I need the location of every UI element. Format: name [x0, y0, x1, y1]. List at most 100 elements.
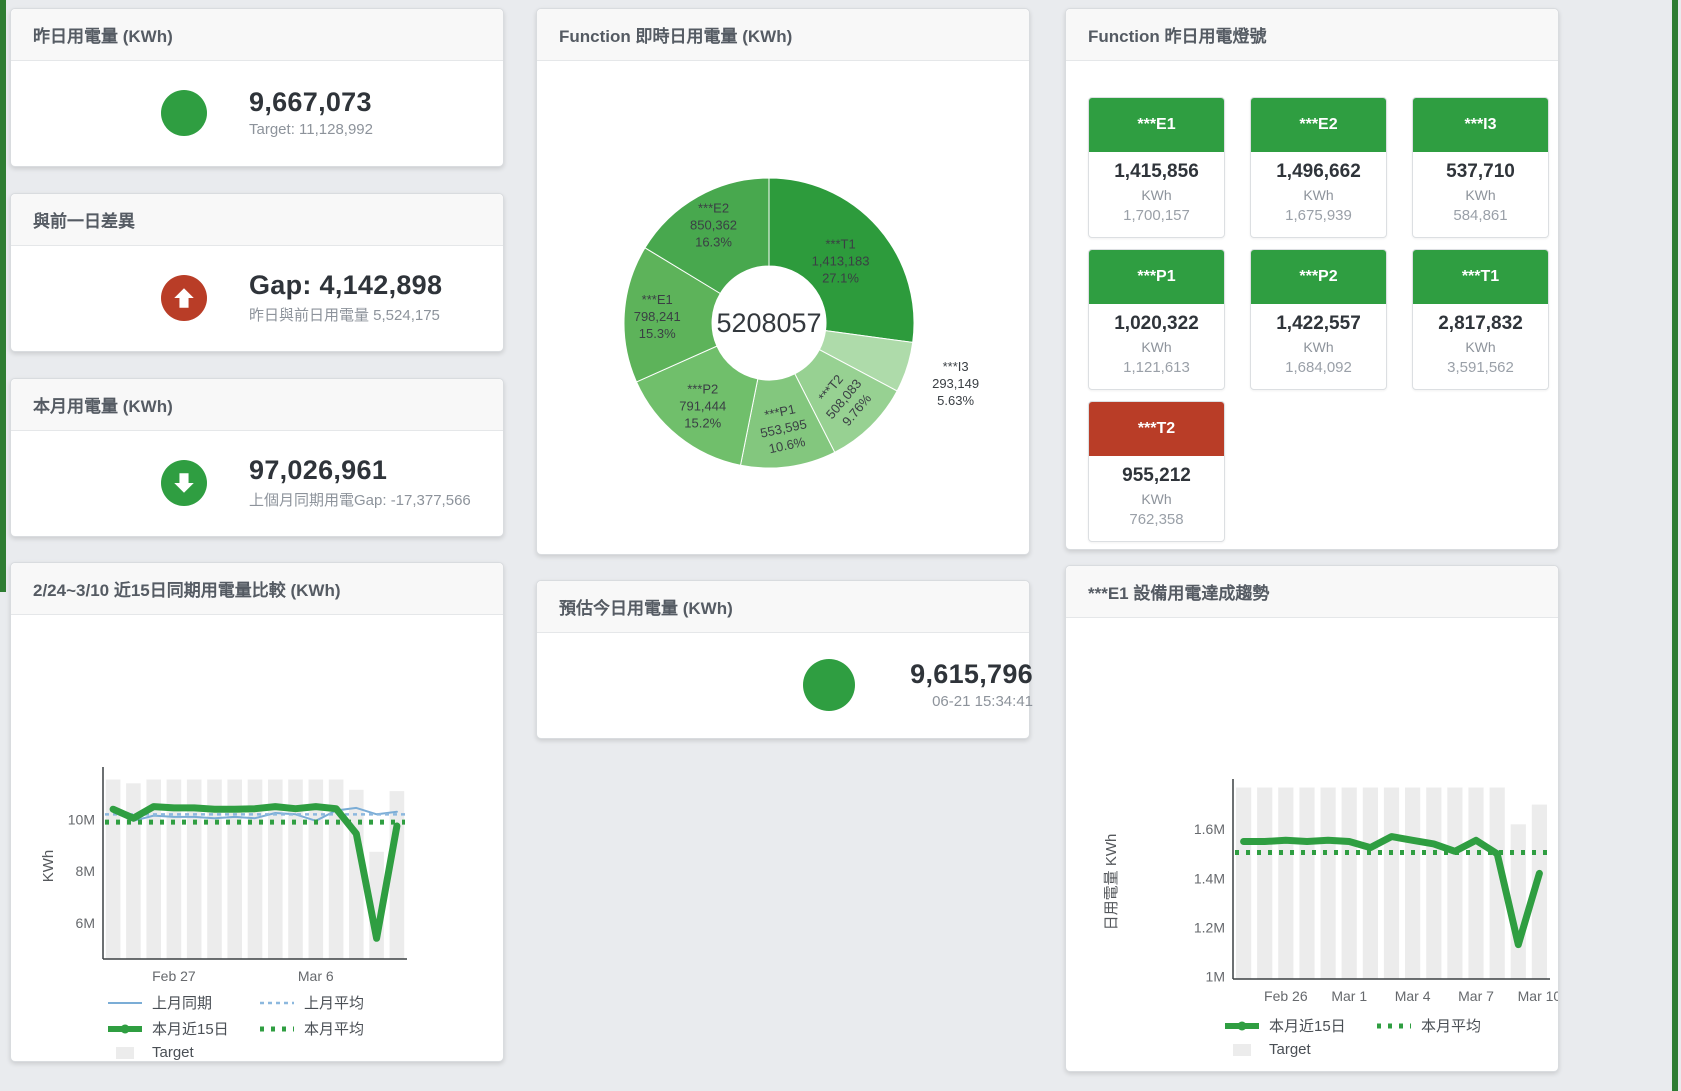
card-month-usage-header: 本月用電量 (KWh) — [11, 379, 503, 431]
yesterday-usage-value: 9,667,073 — [249, 87, 372, 117]
status-tile-label: ***T2 — [1089, 402, 1224, 456]
card-realtime-donut-header: Function 即時日用電量 (KWh) — [537, 9, 1029, 61]
series-line-green-thick — [109, 803, 401, 942]
card-realtime-donut: Function 即時日用電量 (KWh) ***T1 1,413,183 27.1… — [536, 8, 1030, 555]
y-axis-label: KWh — [40, 850, 57, 883]
legend-blue-line-icon — [108, 1001, 142, 1004]
donut-slice-E2[interactable] — [644, 177, 770, 295]
compare-legend-gray-bar[interactable]: Target — [107, 1044, 259, 1061]
status-tile-T1: ***T1 2,817,832 KWh 3,591,562 — [1412, 249, 1549, 390]
e1-trend-legend-green-dot[interactable]: 本月平均 — [1376, 1015, 1528, 1036]
y-tick-label: 10M — [68, 812, 95, 828]
status-tile-value: 955,212 — [1122, 465, 1191, 486]
left-edge-strip — [0, 0, 6, 592]
y-tick-label: 1M — [1206, 969, 1225, 985]
day-gap-subtitle: 昨日與前日用電量 5,524,175 — [249, 307, 440, 324]
status-tile-value: 537,710 — [1446, 161, 1515, 182]
y-tick-label: 8M — [76, 863, 95, 879]
status-tile-unit: KWh — [1465, 339, 1496, 355]
target-bar — [1341, 787, 1357, 979]
card-yesterday-usage: 昨日用電量 (KWh) 9,667,073 Target: 11,128,992 — [10, 8, 504, 167]
card-status-lights-header: Function 昨日用電燈號 — [1066, 9, 1558, 61]
compare-legend-blue-dash[interactable]: 上月平均 — [259, 992, 411, 1013]
status-tile-value: 1,422,557 — [1276, 313, 1361, 334]
e1-trend-body: 1M 1.2M 1.4M 1.6M 日用電量 KWh Feb 26 Mar 1 Mar 4 Ma… — [1066, 618, 1561, 1058]
status-tile-unit: KWh — [1303, 339, 1334, 355]
y-tick-label: 1.6M — [1194, 821, 1225, 837]
realtime-usage-donut-chart: ***T1 1,413,183 27.1%***I3 293,149 5.63%***T… — [623, 177, 979, 469]
status-tile-value: 1,415,856 — [1114, 161, 1199, 182]
arrow-down-icon — [161, 459, 207, 506]
legend-blue-dash-icon — [260, 1001, 294, 1004]
e1-trend-legend-gray-bar[interactable]: Target — [1224, 1041, 1376, 1058]
status-tile-P1: ***P1 1,020,322 KWh 1,121,613 — [1088, 249, 1225, 390]
legend-label: 上月同期 — [152, 995, 213, 1012]
target-bar — [1320, 787, 1336, 979]
legend-label: 上月平均 — [304, 995, 365, 1012]
target-bar — [1510, 824, 1526, 979]
legend-green-dot-icon — [1377, 1023, 1411, 1028]
legend-label: Target — [152, 1044, 194, 1061]
target-bar — [166, 779, 182, 959]
target-bar — [1531, 804, 1547, 979]
donut-slice-T1[interactable] — [768, 177, 915, 343]
target-bar — [1426, 787, 1442, 979]
card-estimate-today-body: 9,615,796 06-21 15:34:41 — [537, 633, 1033, 736]
y-axis-label: 日用電量 KWh — [1103, 834, 1120, 931]
card-15day-compare-header: 2/24~3/10 近15日同期用電量比較 (KWh) — [11, 563, 503, 615]
compare-legend-green-dot[interactable]: 本月平均 — [259, 1018, 411, 1039]
card-estimate-today-title: 預估今日用電量 (KWh) — [559, 599, 733, 618]
legend-green-thick-icon — [1225, 1021, 1259, 1030]
status-tile-secondary: 762,358 — [1129, 511, 1184, 528]
month-usage-value: 97,026,961 — [249, 455, 388, 485]
card-e1-trend-chart: ***E1 設備用電達成趨勢 1M 1.2M 1.4M 1.6M 日用電量 KWh Feb… — [1065, 565, 1561, 1072]
y-tick-label: 1.4M — [1194, 870, 1225, 886]
card-yesterday-usage-header: 昨日用電量 (KWh) — [11, 9, 503, 61]
series-line-blue-line — [112, 806, 398, 822]
e1-trend-legend-green-thick[interactable]: 本月近15日 — [1224, 1015, 1376, 1036]
compare-chart-body: 6M 8M 10M KWh Feb 27 Mar 6 上月同期 上月平均 本月近15日 本月平均… — [11, 615, 503, 1061]
compare-legend-green-thick[interactable]: 本月近15日 — [107, 1018, 259, 1039]
status-light-tiles: ***E1 1,415,856 KWh 1,700,157 ***E2 1,496,662… — [1066, 61, 1558, 542]
status-tile-E2: ***E2 1,496,662 KWh 1,675,939 — [1250, 97, 1387, 238]
compare-legend-blue-line[interactable]: 上月同期 — [107, 992, 259, 1013]
status-tile-unit: KWh — [1465, 187, 1496, 203]
legend-label: 本月近15日 — [1269, 1018, 1346, 1035]
status-tile-unit: KWh — [1141, 491, 1172, 507]
donut-slice-E1[interactable] — [623, 247, 721, 383]
status-tile-T2: ***T2 955,212 KWh 762,358 — [1088, 401, 1225, 542]
x-tick-label: Feb 27 — [152, 968, 196, 984]
card-day-gap-header: 與前一日差異 — [11, 194, 503, 246]
donut-slice-label: ***I3 293,149 5.63% — [932, 359, 979, 408]
legend-gray-bar-icon — [116, 1046, 134, 1059]
target-bar — [288, 779, 303, 959]
status-circle-icon — [161, 89, 207, 136]
card-estimate-today-header: 預估今日用電量 (KWh) — [537, 581, 1029, 633]
day-gap-value: Gap: 4,142,898 — [249, 270, 443, 300]
y-tick-label: 1.2M — [1194, 919, 1225, 935]
x-tick-label: Mar 6 — [298, 968, 334, 984]
donut-slice-P2[interactable] — [635, 345, 759, 466]
month-usage-gap: 上個月同期用電Gap: -17,377,566 — [249, 492, 471, 509]
status-tile-secondary: 1,675,939 — [1285, 207, 1352, 224]
status-tile-secondary: 584,861 — [1453, 207, 1508, 224]
target-bar — [1299, 787, 1315, 979]
status-tile-label: ***P2 — [1251, 250, 1386, 304]
target-bar — [1447, 787, 1463, 979]
donut-slice-label: ***E2 850,362 16.3% — [690, 201, 737, 250]
donut-slice-label: ***P2 791,444 15.2% — [679, 382, 726, 431]
target-bar — [1236, 787, 1252, 979]
target-bar — [1468, 787, 1484, 979]
donut-center-total: 5208057 — [716, 308, 821, 338]
card-day-gap: 與前一日差異 Gap: 4,142,898 昨日與前日用電量 5,524,175 — [10, 193, 504, 352]
card-realtime-donut-title: Function 即時日用電量 (KWh) — [559, 27, 793, 46]
status-circle-icon — [803, 658, 855, 711]
status-tile-label: ***I3 — [1413, 98, 1548, 152]
card-15day-compare-title: 2/24~3/10 近15日同期用電量比較 (KWh) — [33, 581, 341, 600]
card-yesterday-usage-body: 9,667,073 Target: 11,128,992 — [11, 61, 503, 164]
status-tile-value: 1,020,322 — [1114, 313, 1199, 334]
status-tile-secondary: 1,700,157 — [1123, 207, 1190, 224]
target-bar — [1278, 787, 1294, 979]
status-tile-value: 2,817,832 — [1438, 313, 1523, 334]
status-tile-secondary: 1,121,613 — [1123, 359, 1190, 376]
